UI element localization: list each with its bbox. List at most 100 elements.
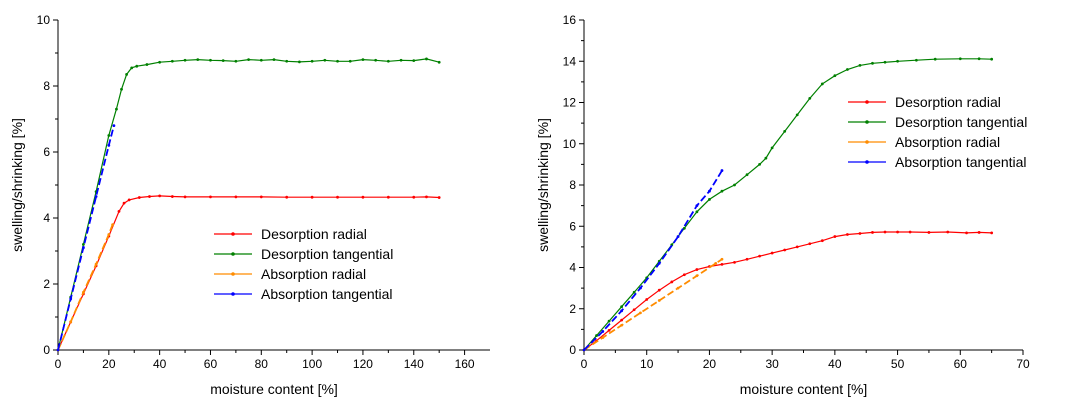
data-point: [601, 336, 605, 340]
data-point: [69, 320, 73, 324]
data-point: [620, 323, 624, 327]
data-point: [657, 261, 661, 265]
legend: Desorption radial Desorption tangential Ab…: [848, 94, 1027, 170]
data-point: [695, 204, 699, 208]
data-point: [285, 59, 289, 63]
x-tick-label: 120: [353, 357, 373, 371]
legend-label: Desorption radial: [895, 94, 1001, 110]
legend-marker: [865, 140, 869, 144]
data-point: [733, 260, 736, 264]
x-tick-label: 140: [404, 357, 424, 371]
data-point: [639, 286, 642, 290]
data-point: [783, 248, 787, 252]
x-tick-label: 100: [302, 357, 322, 371]
legend-label: Absorption tangential: [895, 154, 1027, 170]
data-point: [914, 58, 918, 62]
data-point: [361, 195, 365, 199]
data-point: [115, 107, 118, 111]
data-point: [336, 59, 339, 63]
legend-marker: [231, 292, 235, 296]
data-point: [209, 58, 212, 62]
data-point: [764, 156, 768, 160]
legend-marker: [231, 232, 235, 236]
x-axis-label: moisture content [%]: [740, 381, 868, 397]
data-point: [770, 146, 774, 150]
data-point: [783, 129, 787, 133]
data-point: [670, 280, 674, 284]
x-tick-label: 0: [581, 357, 588, 371]
data-point: [234, 59, 238, 63]
data-point: [170, 59, 174, 63]
data-point: [657, 299, 661, 302]
data-point: [412, 59, 416, 62]
data-point: [933, 57, 937, 61]
data-point: [221, 59, 225, 62]
data-point: [896, 230, 899, 234]
data-point: [122, 201, 126, 205]
data-point: [196, 58, 200, 61]
legend-marker: [231, 252, 235, 256]
y-tick-label: 10: [563, 137, 577, 151]
data-point: [808, 96, 812, 100]
data-point: [977, 57, 981, 61]
data-point: [795, 245, 799, 249]
y-tick-label: 14: [563, 54, 577, 68]
data-point: [745, 257, 749, 261]
data-point: [927, 231, 931, 234]
data-point: [977, 231, 981, 234]
data-point: [607, 319, 611, 323]
x-tick-label: 10: [640, 357, 654, 371]
data-point: [632, 308, 636, 312]
legend-marker: [865, 160, 869, 164]
data-point: [808, 242, 812, 246]
data-point: [107, 233, 111, 236]
y-tick-label: 8: [43, 79, 50, 93]
data-point: [833, 235, 837, 238]
data-point: [795, 113, 799, 117]
data-point: [708, 189, 711, 193]
y-tick-label: 4: [43, 211, 50, 225]
data-point: [990, 231, 994, 235]
series-line-4: [583, 170, 723, 351]
data-point: [758, 254, 761, 258]
y-tick-label: 10: [37, 13, 51, 27]
data-point: [708, 198, 711, 201]
x-tick-label: 60: [204, 357, 218, 371]
data-point: [107, 144, 111, 147]
y-axis-label: swelling/shrinking [%]: [9, 118, 25, 252]
legend-marker: [865, 100, 869, 104]
data-point: [676, 286, 680, 290]
data-point: [272, 58, 276, 61]
data-point: [209, 195, 212, 199]
series-line-4: [57, 125, 115, 351]
data-point: [582, 348, 586, 352]
data-point: [908, 230, 912, 234]
legend-label: Absorption tangential: [261, 286, 393, 302]
data-point: [720, 169, 724, 172]
legend: Desorption radial Desorption tangential Ab…: [214, 226, 393, 302]
data-point: [127, 198, 131, 202]
data-point: [639, 311, 642, 315]
data-point: [846, 233, 849, 236]
data-point: [695, 268, 699, 271]
y-tick-label: 6: [569, 219, 576, 233]
series-line-3: [57, 224, 114, 351]
data-point: [135, 64, 139, 68]
legend-label: Desorption tangential: [261, 246, 393, 262]
y-tick-label: 8: [569, 178, 576, 192]
x-tick-label: 20: [703, 357, 717, 371]
data-point: [657, 288, 661, 292]
data-point: [158, 194, 162, 198]
data-point: [871, 61, 874, 65]
data-point: [714, 261, 718, 265]
data-point: [620, 309, 624, 313]
data-point: [361, 58, 365, 61]
data-point: [437, 196, 441, 199]
data-point: [120, 87, 123, 91]
y-tick-label: 0: [569, 343, 576, 357]
data-point: [158, 60, 162, 64]
data-point: [183, 58, 187, 62]
data-point: [720, 263, 724, 266]
data-point: [56, 348, 60, 352]
data-point: [336, 195, 339, 199]
